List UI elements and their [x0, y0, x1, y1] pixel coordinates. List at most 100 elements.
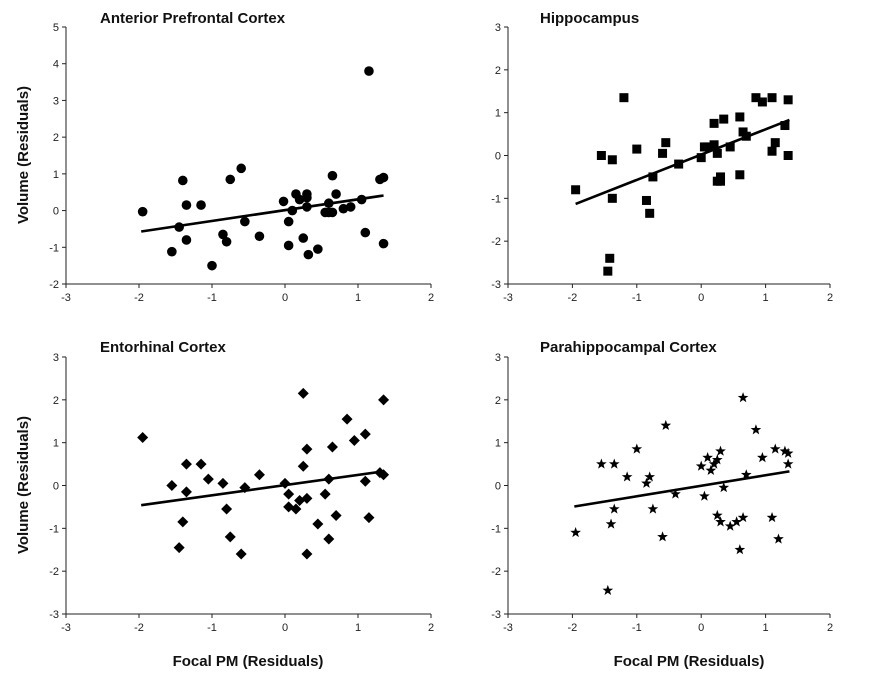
y-tick-label: 0 — [495, 151, 501, 163]
data-point-diamond — [301, 548, 313, 560]
y-tick-label: -2 — [49, 566, 59, 578]
data-point-square — [641, 195, 651, 205]
data-point-square — [645, 208, 655, 218]
trend-line — [575, 118, 790, 206]
data-point-star — [724, 520, 736, 531]
data-point-diamond — [166, 480, 178, 491]
data-point-diamond — [341, 413, 353, 425]
trend-line — [574, 470, 790, 508]
data-point-circle — [178, 175, 188, 186]
data-point-square — [596, 151, 606, 160]
data-point-circle — [327, 207, 338, 218]
data-point-square — [735, 112, 745, 122]
x-tick-label: 1 — [355, 622, 361, 634]
data-point-diamond — [283, 488, 295, 500]
data-point-circle — [181, 200, 192, 210]
x-tick-label: 1 — [763, 622, 769, 634]
y-tick-label: 1 — [495, 108, 501, 120]
data-point-diamond — [202, 473, 214, 485]
data-point-circle — [331, 189, 341, 199]
x-tick-label: 1 — [355, 292, 361, 304]
x-tick-label: -3 — [61, 292, 71, 304]
y-tick-label: 3 — [495, 352, 501, 364]
y-tick-label: -2 — [49, 279, 59, 291]
data-point-diamond — [297, 387, 309, 399]
data-point-circle — [207, 260, 217, 271]
data-point-square — [709, 118, 719, 128]
data-point-circle — [378, 238, 389, 249]
data-point-circle — [218, 229, 228, 240]
y-tick-label: 2 — [495, 395, 501, 407]
y-tick-label: -2 — [491, 566, 501, 578]
data-point-star — [602, 584, 614, 595]
y-tick-label: 0 — [495, 481, 501, 493]
trend-line — [140, 194, 384, 233]
scatter-panel-2: Hippocampus -3 -2 -1 0 1 2 3 -3 -2 -1 0 1 2 — [491, 10, 833, 304]
x-tick-label: 2 — [827, 622, 833, 634]
data-point-square — [725, 142, 735, 152]
data-point-star — [782, 458, 794, 469]
y-tick-label: 0 — [53, 481, 59, 493]
data-point-diamond — [235, 548, 247, 560]
data-point-square — [716, 176, 726, 186]
data-point-circle — [338, 203, 349, 214]
x-tick-label: -1 — [632, 622, 642, 634]
data-point-star — [773, 533, 784, 544]
x-tick-label: 0 — [282, 292, 288, 304]
data-point-circle — [313, 244, 323, 254]
data-point-star — [766, 512, 778, 523]
scatter-panel-3: Entorhinal Cortex -3 -2 -1 0 1 2 3 -3 -2 -1 0 1 2 — [49, 339, 434, 634]
data-point-star — [715, 516, 726, 527]
data-point-square — [783, 95, 793, 105]
data-point-diamond — [180, 458, 192, 470]
x-tick-label: -2 — [134, 292, 144, 304]
data-point-square — [783, 151, 793, 160]
data-point-square — [767, 93, 777, 103]
data-point-diamond — [180, 486, 192, 498]
data-point-diamond — [359, 428, 371, 440]
panel-title: Anterior Prefrontal Cortex — [100, 10, 286, 27]
data-point-diamond — [312, 518, 324, 530]
data-point-circle — [278, 196, 289, 207]
data-point-star — [731, 516, 742, 527]
data-point-square — [619, 93, 629, 103]
x-axis-label-right: Focal PM (Residuals) — [614, 653, 765, 670]
y-tick-label: 1 — [53, 169, 59, 181]
y-tick-label: -1 — [491, 523, 501, 535]
y-axis-label-top: Volume (Residuals) — [15, 86, 32, 224]
x-tick-label: -3 — [503, 622, 513, 634]
data-point-diamond — [217, 477, 229, 489]
panel-title: Parahippocampal Cortex — [540, 339, 717, 356]
data-point-circle — [236, 163, 246, 174]
data-point-circle — [196, 200, 206, 210]
data-point-star — [769, 443, 781, 454]
data-point-diamond — [297, 460, 309, 472]
data-point-circle — [302, 189, 312, 199]
data-point-circle — [345, 202, 356, 212]
data-point-square — [767, 146, 777, 156]
data-point-diamond — [326, 441, 338, 453]
x-tick-label: 0 — [698, 622, 704, 634]
y-tick-label: 4 — [53, 59, 59, 71]
y-tick-label: 3 — [53, 352, 59, 364]
data-point-star — [718, 482, 730, 493]
data-point-diamond — [137, 432, 149, 444]
data-point-star — [631, 443, 643, 454]
y-tick-label: -1 — [49, 242, 59, 254]
data-point-star — [737, 512, 749, 523]
data-point-diamond — [173, 542, 185, 554]
data-point-square — [735, 170, 745, 180]
data-point-square — [696, 153, 706, 163]
data-point-circle — [378, 172, 389, 183]
data-point-circle — [294, 194, 305, 205]
data-point-circle — [327, 170, 338, 181]
data-point-circle — [240, 216, 250, 227]
data-point-diamond — [224, 531, 236, 543]
data-point-diamond — [283, 501, 295, 513]
x-tick-label: 2 — [428, 622, 434, 634]
data-point-diamond — [319, 488, 331, 500]
data-point-square — [719, 114, 729, 124]
data-point-square — [632, 144, 642, 154]
